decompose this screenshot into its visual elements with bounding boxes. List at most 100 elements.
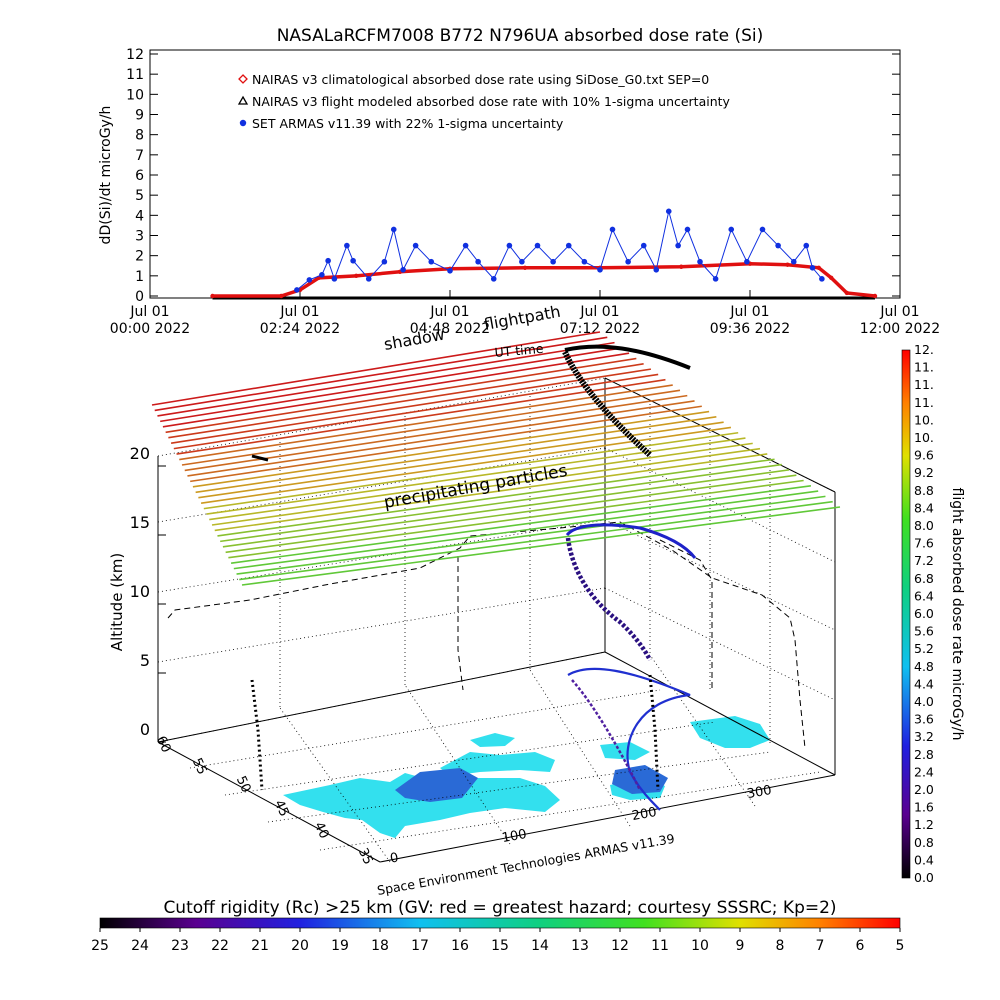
armas-point bbox=[390, 226, 397, 233]
armas-point bbox=[625, 258, 631, 265]
y-tick-label: 10 bbox=[126, 87, 144, 103]
chart-title: NASALaRCFM7008 B772 N796UA absorbed dose… bbox=[277, 26, 764, 46]
y-tick-label: 1 bbox=[135, 269, 144, 285]
armas-point bbox=[344, 242, 350, 249]
colorbar-tick-label: 4.0 bbox=[914, 694, 934, 709]
rigidity-colorbar-title: Cutoff rigidity (Rc) >25 km (GV: red = g… bbox=[163, 898, 836, 918]
lat-tick-label: 45 bbox=[271, 798, 292, 819]
plane-line bbox=[222, 469, 790, 548]
lat-tick-label: 60 bbox=[153, 734, 174, 755]
z-axis-ticks: 0 5 10 15 20 bbox=[130, 444, 166, 743]
plane-line bbox=[168, 363, 644, 439]
armas-point bbox=[803, 242, 810, 249]
armas-point bbox=[412, 242, 419, 249]
x-tick-label: 02:24 2022 bbox=[260, 321, 340, 337]
rigidity-tick-label: 22 bbox=[211, 938, 229, 954]
top-series-layer bbox=[210, 208, 878, 300]
colorbar-tick-label: 5.6 bbox=[914, 624, 934, 639]
colorbar-tick-label: 4.8 bbox=[914, 659, 934, 674]
armas-point bbox=[744, 258, 750, 265]
colorbar-tick-label: 8.8 bbox=[914, 483, 934, 498]
plane-line bbox=[233, 490, 819, 570]
armas-point bbox=[475, 258, 481, 265]
rigidity-colorbar bbox=[99, 917, 901, 929]
y-tick-label: 11 bbox=[126, 67, 144, 83]
armas-point bbox=[365, 276, 372, 282]
plane-line bbox=[230, 484, 812, 564]
plane-label-precipitating: precipitating particles bbox=[382, 461, 569, 513]
top-y-axis-label: dD(Si)/dt microGy/h bbox=[98, 106, 114, 245]
armas-point bbox=[506, 242, 513, 249]
armas-point bbox=[325, 257, 331, 264]
z-tick-label: 20 bbox=[130, 444, 150, 463]
armas-point bbox=[809, 264, 816, 271]
plane-line bbox=[241, 506, 841, 586]
armas-point bbox=[447, 267, 453, 274]
flightpath-curve bbox=[562, 350, 653, 458]
armas-point bbox=[728, 226, 735, 233]
plane-line bbox=[157, 341, 615, 417]
x-tick-label: Jul 01 bbox=[429, 304, 469, 320]
y-tick-label: 9 bbox=[135, 108, 144, 124]
plane-line bbox=[239, 500, 833, 581]
rigidity-tick-label: 23 bbox=[171, 938, 189, 954]
rigidity-tick-label: 13 bbox=[571, 938, 589, 954]
legend-item-armas: SET ARMAS v11.39 with 22% 1-sigma uncert… bbox=[239, 116, 564, 131]
track-ground bbox=[571, 679, 642, 791]
clim-point bbox=[279, 293, 284, 299]
legend-item-nairas-flight: NAIRAS v3 flight modeled absorbed dose r… bbox=[237, 94, 731, 109]
rigidity-tick-label: 25 bbox=[91, 938, 109, 954]
land-shape bbox=[470, 733, 515, 747]
x-tick-label: Jul 01 bbox=[279, 304, 319, 320]
plane-line bbox=[203, 431, 739, 510]
colorbar-tick-label: 3.6 bbox=[914, 712, 934, 727]
rigidity-tick-label: 14 bbox=[531, 938, 549, 954]
armas-point bbox=[550, 258, 556, 265]
plane-line bbox=[179, 384, 673, 461]
plane-line bbox=[192, 410, 710, 488]
y-tick-label: 3 bbox=[135, 229, 144, 245]
rigidity-tick-label: 24 bbox=[131, 938, 149, 954]
rigidity-tick-label: 9 bbox=[736, 938, 745, 954]
z-tick-label: 5 bbox=[140, 651, 150, 670]
land-shape bbox=[440, 752, 555, 776]
armas-point bbox=[331, 276, 338, 282]
clim-point bbox=[872, 293, 878, 299]
rigidity-tick-label: 16 bbox=[451, 938, 469, 954]
x-tick-label: Jul 01 bbox=[729, 304, 769, 320]
armas-point bbox=[653, 266, 660, 273]
plane-line bbox=[184, 394, 688, 472]
plane-label-shadow: shadow bbox=[382, 325, 446, 354]
colorbar-tick-label: 9.6 bbox=[914, 448, 934, 463]
lon-tick-label: 100 bbox=[501, 827, 528, 846]
colorbar-tick-label: 7.2 bbox=[914, 553, 934, 568]
rigidity-tick-label: 6 bbox=[856, 938, 865, 954]
floor-grid bbox=[157, 651, 821, 863]
colorbar-tick-label: 5.2 bbox=[914, 641, 934, 656]
land-shape bbox=[600, 742, 650, 760]
armas-point bbox=[534, 242, 541, 249]
y-tick-label: 8 bbox=[135, 128, 144, 144]
x-tick-label: 12:00 2022 bbox=[860, 321, 940, 337]
rigidity-tick-label: 20 bbox=[291, 938, 309, 954]
rigidity-tick-label: 12 bbox=[611, 938, 629, 954]
colorbar-tick-label: 6.4 bbox=[914, 588, 934, 603]
dense-land-region bbox=[612, 765, 668, 794]
armas-point bbox=[565, 242, 572, 249]
clim-point bbox=[844, 290, 850, 296]
y-tick-label: 12 bbox=[126, 47, 144, 63]
legend-label: NAIRAS v3 climatological absorbed dose r… bbox=[252, 72, 709, 87]
x-tick-label: 00:00 2022 bbox=[110, 321, 190, 337]
armas-point bbox=[775, 242, 781, 249]
y-tick-label: 7 bbox=[135, 148, 144, 164]
armas-point bbox=[490, 276, 497, 282]
lat-tick-label: 50 bbox=[233, 774, 254, 795]
z-tick-label: 15 bbox=[130, 513, 150, 532]
rigidity-tick-label: 18 bbox=[371, 938, 389, 954]
colorbar-tick-label: 2.4 bbox=[914, 764, 934, 779]
clim-point bbox=[522, 265, 528, 270]
colorbar-tick-label: 1.2 bbox=[914, 817, 934, 832]
colorbar-tick-label: 2.0 bbox=[914, 782, 934, 797]
dot-icon bbox=[239, 119, 247, 127]
